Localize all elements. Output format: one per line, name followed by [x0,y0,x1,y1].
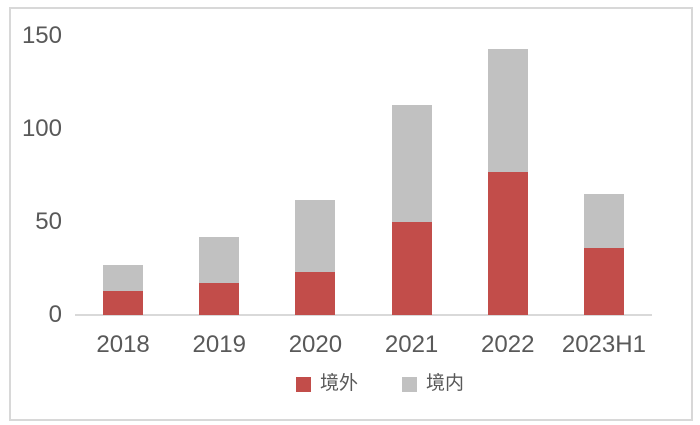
legend-swatch-domestic [402,376,418,392]
legend-label-domestic: 境内 [426,373,465,394]
bar-segment-overseas-2019 [199,283,240,315]
x-axis-label-2023H1: 2023H1 [561,331,646,358]
bar-segment-overseas-2020 [295,272,336,315]
legend: 境外 境内 [296,374,464,394]
legend-swatch-overseas [296,376,311,392]
x-axis-line [75,314,652,316]
bar-segment-overseas-2018 [103,290,144,315]
bar-segment-domestic-2019 [199,236,240,284]
x-axis-label-2018: 2018 [96,331,150,358]
y-axis-tick-label-50: 50 [35,208,62,235]
legend-item-domestic: 境内 [402,374,464,394]
bar-segment-domestic-2020 [295,199,336,273]
y-axis-tick-label-100: 100 [21,115,62,142]
x-axis-label-2021: 2021 [384,331,439,358]
bar-segment-domestic-2023H1 [583,194,624,249]
bar-segment-domestic-2022 [487,49,528,172]
bar-segment-overseas-2022 [487,171,528,315]
x-axis-label-2019: 2019 [192,331,246,358]
y-axis-tick-label-150: 150 [21,22,62,49]
legend-item-overseas: 境外 [296,374,358,394]
bar-segment-domestic-2021 [391,104,432,222]
x-axis-label-2020: 2020 [288,331,343,358]
bar-segment-overseas-2021 [391,222,432,315]
bar-segment-overseas-2023H1 [583,248,624,315]
y-axis-tick-label-0: 0 [48,301,62,328]
chart-border [9,7,693,421]
bar-segment-domestic-2018 [103,264,144,291]
legend-label-overseas: 境外 [320,373,359,394]
x-axis-label-2022: 2022 [481,331,535,358]
